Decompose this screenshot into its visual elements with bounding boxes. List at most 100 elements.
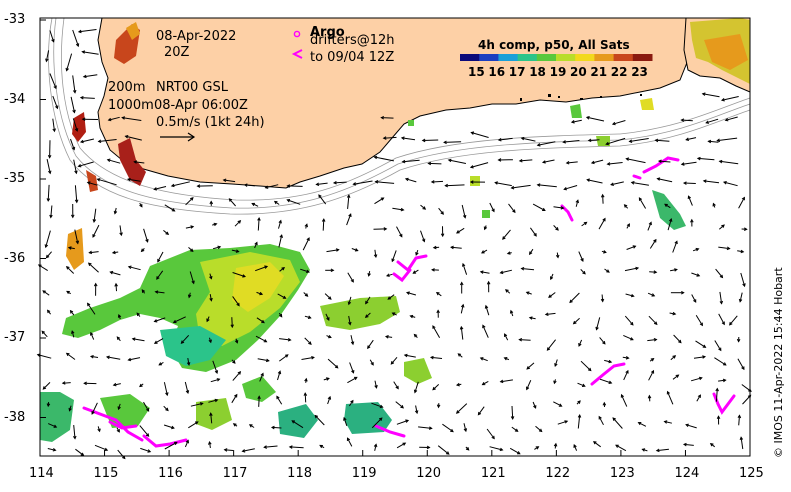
current-vector <box>610 181 624 186</box>
current-vector-head <box>685 137 690 141</box>
sst-patches <box>40 18 750 442</box>
current-vector-head <box>80 452 85 456</box>
current-vector-head <box>541 160 546 164</box>
current-vector-head <box>546 347 551 351</box>
x-tick-label: 122 <box>545 466 571 481</box>
current-vector-head <box>81 50 86 54</box>
current-vector <box>374 249 377 258</box>
current-vector <box>664 421 673 424</box>
current-vector-head <box>314 414 319 419</box>
current-vector-head <box>518 158 523 163</box>
current-vector-head <box>379 404 384 409</box>
current-vector-head <box>263 445 267 449</box>
colorbar-tick-label: 15 <box>468 65 485 79</box>
current-vector-head <box>263 339 268 343</box>
current-vector-head <box>482 324 486 329</box>
current-vector-head <box>350 341 355 346</box>
x-tick-label: 115 <box>93 466 119 481</box>
current-vector-head <box>261 319 265 324</box>
current-vector-head <box>602 401 607 406</box>
current-vector-head <box>248 424 253 428</box>
current-vector <box>45 230 51 248</box>
current-vector <box>569 292 580 303</box>
current-vector-head <box>223 448 228 452</box>
current-vector <box>526 362 535 370</box>
current-vector-head <box>672 311 677 316</box>
current-vector-head <box>535 446 540 450</box>
current-vector <box>47 448 56 451</box>
current-vector-head <box>194 421 199 425</box>
current-vector-head <box>71 146 76 151</box>
current-vector-head <box>656 177 661 181</box>
current-vector-head <box>92 219 97 223</box>
current-vector-head <box>582 270 586 275</box>
current-vector <box>94 444 108 451</box>
current-vector <box>623 334 634 341</box>
current-vector <box>187 358 190 365</box>
current-vector <box>415 405 418 414</box>
current-vector <box>606 137 626 145</box>
current-vector <box>693 356 706 359</box>
current-vector <box>405 178 417 183</box>
current-vector-head <box>276 395 280 400</box>
current-vector <box>97 178 117 186</box>
current-vector-head <box>237 220 242 224</box>
current-vector-head <box>400 405 404 409</box>
current-vector-head <box>190 225 195 229</box>
current-vector-head <box>208 440 212 445</box>
x-tick-label: 117 <box>222 466 248 481</box>
current-vector <box>255 265 268 272</box>
current-vector <box>626 158 646 164</box>
colorbar-swatch <box>479 54 499 61</box>
current-vector <box>188 421 199 429</box>
current-vector-head <box>209 200 214 205</box>
current-vector-head <box>641 448 646 452</box>
current-vector <box>91 402 98 415</box>
current-vector <box>557 420 568 425</box>
current-vector-head <box>145 239 149 243</box>
current-vector-head <box>87 262 92 267</box>
current-vector <box>519 159 533 162</box>
current-vector <box>184 440 189 448</box>
current-vector-head <box>592 441 597 445</box>
current-vector <box>46 158 51 174</box>
current-vector <box>500 269 513 274</box>
current-vector <box>93 208 97 222</box>
current-vector-head <box>544 312 549 317</box>
current-vector-head <box>450 245 454 250</box>
current-vector-head <box>153 319 158 323</box>
argo-label: Argo <box>310 25 345 40</box>
current-vector-head <box>740 249 745 254</box>
current-vector-head <box>44 244 49 249</box>
current-vector <box>128 357 141 361</box>
current-vector <box>673 334 682 343</box>
current-vector-head <box>585 116 590 120</box>
current-vector-head <box>650 369 655 374</box>
current-vector <box>629 138 649 142</box>
current-vector-head <box>630 321 634 326</box>
current-vector-head <box>216 378 221 382</box>
current-vector <box>232 272 246 278</box>
current-vector-head <box>321 218 326 222</box>
current-vector-head <box>685 423 689 428</box>
current-vector <box>72 29 79 47</box>
current-vector-head <box>600 193 605 198</box>
current-vector <box>50 205 53 218</box>
current-vector-head <box>306 269 311 273</box>
current-vector-head <box>674 240 678 245</box>
current-vector-head <box>742 283 746 288</box>
current-vector <box>460 304 464 314</box>
current-vector-head <box>719 274 724 279</box>
current-vector <box>347 272 354 283</box>
current-vector <box>326 249 339 253</box>
current-vector <box>471 132 489 138</box>
argo-marker-icon <box>293 30 301 38</box>
current-vector <box>442 423 454 433</box>
current-vector <box>601 294 604 302</box>
current-vector <box>404 354 416 358</box>
current-vector <box>387 294 395 300</box>
colorbar-tick-label: 23 <box>631 65 648 79</box>
current-vector-head <box>650 357 655 362</box>
current-vector-head <box>330 268 335 273</box>
current-vector <box>396 226 403 237</box>
